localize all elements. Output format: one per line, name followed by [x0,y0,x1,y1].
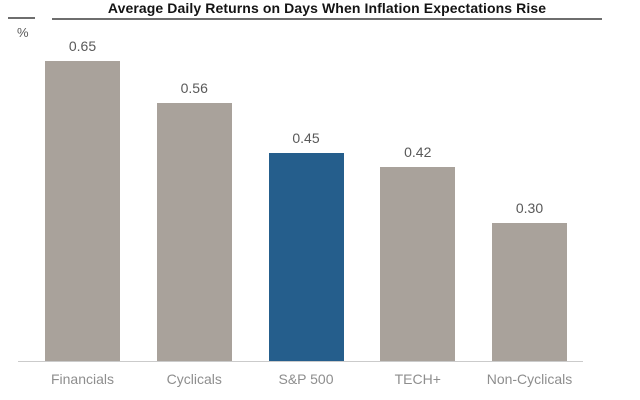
y-axis-unit-label: % [17,25,29,40]
value-label-tech: 0.42 [404,144,432,160]
bar-column-s-p-500: 0.45 [268,130,344,361]
chart-title: Average Daily Returns on Days When Infla… [107,0,547,16]
value-label-s-p-500: 0.45 [292,130,320,146]
bar-non-cyclicals [492,223,567,361]
value-label-non-cyclicals: 0.30 [515,200,544,216]
category-label-financials: Financials [50,371,115,387]
category-label-non-cyclicals: Non-Cyclicals [486,371,573,387]
chart-header: Average Daily Returns on Days When Infla… [52,0,602,20]
value-label-financials: 0.65 [68,38,97,54]
category-label-tech: TECH+ [394,371,441,387]
bar-column-tech: 0.42 [380,144,456,361]
bar-cyclicals [156,103,232,361]
bar-s-p-500 [268,153,344,361]
category-label-s-p-500: S&P 500 [278,371,334,387]
plot-area: 0.65 0.56 0.45 0.42 0.30 [18,39,583,362]
unit-dash-rule [8,17,35,19]
category-label-cyclicals: Cyclicals [166,371,222,387]
bar-column-non-cyclicals: 0.30 [492,201,567,361]
x-axis-line [18,361,583,362]
value-label-cyclicals: 0.56 [180,80,208,96]
bar-tech [380,167,456,361]
bar-financials [45,61,120,361]
bar-column-cyclicals: 0.56 [156,80,232,361]
bar-column-financials: 0.65 [45,39,120,361]
